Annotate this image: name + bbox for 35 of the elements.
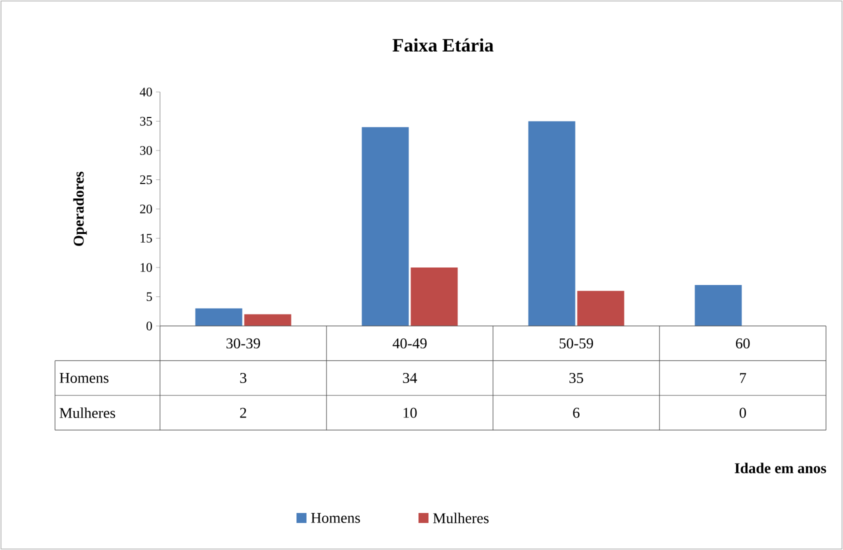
bar <box>244 314 292 326</box>
text: Idade em anos <box>734 462 826 474</box>
data-label: 3 <box>240 372 246 383</box>
legend-label: Homens <box>311 513 360 523</box>
y-tick-label: 40 <box>140 88 152 96</box>
bar <box>410 267 458 326</box>
data-label: 2 <box>240 408 246 418</box>
bar <box>362 127 409 326</box>
data-label: 7 <box>740 373 746 383</box>
y-tick-label: 35 <box>140 116 152 126</box>
bar <box>694 285 742 326</box>
y-tick-label: 20 <box>140 204 152 214</box>
data-label: 35 <box>569 372 584 383</box>
chart-title: Faixa Etária <box>392 38 494 52</box>
data-label: 34 <box>403 372 418 383</box>
text: Mulheres <box>60 408 116 418</box>
y-tick-label: 25 <box>140 175 152 184</box>
x-tick-label: 50-59 <box>560 338 594 348</box>
y-tick-label: 5 <box>146 292 152 302</box>
bar <box>195 308 242 326</box>
bar <box>528 121 576 326</box>
data-label: 10 <box>404 408 417 418</box>
data-label: 6 <box>573 408 580 418</box>
legend-label: Mulheres <box>433 512 489 524</box>
bar <box>577 290 624 326</box>
y-tick-label: 15 <box>140 234 152 243</box>
y-tick-label: 10 <box>140 263 152 272</box>
y-tick-label: 30 <box>140 146 152 155</box>
x-tick-label: 40-49 <box>392 338 427 348</box>
x-tick-label: 60 <box>736 338 750 348</box>
y-tick-label: 0 <box>146 322 152 330</box>
x-tick-label: 30-39 <box>226 338 260 348</box>
text: Homens <box>60 373 108 383</box>
y-axis-title: Operadores <box>73 172 87 246</box>
data-label: 0 <box>740 408 746 418</box>
